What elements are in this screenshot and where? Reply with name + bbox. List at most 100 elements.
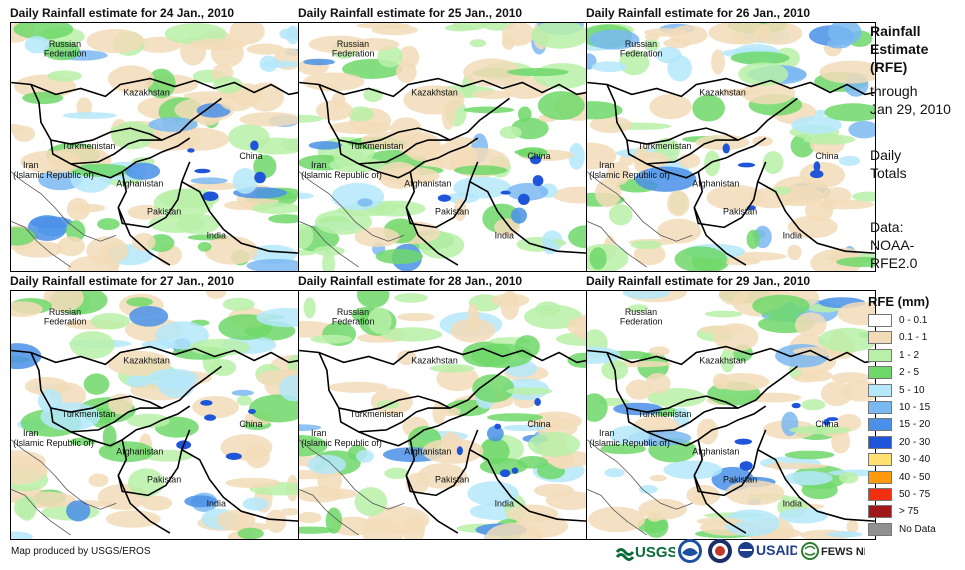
country-borders <box>587 345 875 536</box>
rain-area <box>328 381 388 393</box>
border-line <box>30 352 163 413</box>
rain-area <box>169 127 230 151</box>
border-line <box>469 449 587 522</box>
rain-area <box>216 509 256 531</box>
country-label-iran_1: Iran <box>311 160 326 170</box>
country-label-pakistan: Pakistan <box>147 206 181 216</box>
rain-area <box>125 162 161 180</box>
rain-area <box>147 68 176 99</box>
country-label-pakistan: Pakistan <box>435 474 469 484</box>
rain-area <box>268 214 299 224</box>
rain-area <box>24 377 69 396</box>
usgs-wordmark: USGS <box>635 544 675 561</box>
rain-area <box>711 49 725 75</box>
usaid-wordmark: USAID <box>756 542 797 558</box>
rain-area <box>485 522 543 539</box>
rain-area <box>356 291 390 308</box>
rfe-title-line: Rainfall <box>870 23 921 39</box>
rain-area <box>396 60 417 83</box>
legend-item: 20 - 30 <box>868 434 964 451</box>
rain-area <box>11 301 43 317</box>
rain-area <box>819 60 875 84</box>
fews-net-wordmark: FEWS NET <box>821 546 865 558</box>
rain-area <box>306 454 347 475</box>
rain-area <box>197 241 212 252</box>
rain-area <box>794 312 827 338</box>
rain-area <box>479 437 510 465</box>
legend-rows: 0 - 0.1 0.1 - 1 1 - 2 2 - 5 5 - 10 10 - 15 15 … <box>868 312 964 538</box>
rain-area-heavy <box>722 143 730 154</box>
legend-label: No Data <box>899 523 936 535</box>
rain-area <box>619 49 650 76</box>
rain-area <box>527 431 581 457</box>
rain-area <box>738 62 789 86</box>
rain-area <box>377 161 420 189</box>
legend-item: 5 - 10 <box>868 382 964 399</box>
rain-area <box>303 58 335 66</box>
rain-area <box>303 297 316 319</box>
legend-item: No Data <box>868 521 964 538</box>
country-borders <box>299 77 587 268</box>
rain-area-heavy <box>826 417 839 422</box>
border-line <box>693 475 747 534</box>
rain-area <box>638 498 688 520</box>
data-source-line: RFE2.0 <box>870 255 918 271</box>
border-line <box>405 429 479 497</box>
legend-label: > 75 <box>899 506 919 518</box>
rain-area <box>696 418 719 445</box>
border-line <box>587 77 875 98</box>
border-line <box>70 405 191 447</box>
rain-area <box>69 331 115 359</box>
rain-area <box>828 23 862 46</box>
rain-area <box>487 413 543 422</box>
border-line <box>405 475 459 534</box>
legend-item: 40 - 50 <box>868 469 964 486</box>
rain-area <box>649 94 692 120</box>
rain-area <box>655 46 682 64</box>
map-credit: Map produced by USGS/EROS <box>11 546 151 557</box>
rain-area <box>259 55 279 73</box>
rain-area <box>86 28 145 54</box>
border-line <box>693 429 767 497</box>
rain-area-heavy <box>248 408 256 415</box>
rain-area <box>279 28 299 40</box>
border-line <box>181 449 299 522</box>
country-label-pakistan: Pakistan <box>723 474 757 484</box>
rain-area <box>667 190 690 217</box>
rain-area <box>587 101 623 120</box>
legend-label: 50 - 75 <box>899 488 931 500</box>
rain-area <box>429 364 475 373</box>
rain-area <box>299 424 322 431</box>
country-label-turkmenistan: Turkmenistan <box>350 409 404 419</box>
border-line <box>757 449 875 522</box>
rain-area <box>568 225 587 249</box>
rain-area <box>836 414 862 432</box>
country-label-india: India <box>207 230 226 240</box>
rain-area <box>328 121 393 135</box>
rain-area <box>657 218 702 244</box>
rain-area <box>692 94 725 122</box>
rain-area <box>723 509 780 537</box>
rain-area <box>453 176 511 199</box>
rain-area <box>127 468 165 498</box>
rain-area <box>787 244 802 261</box>
rain-area-heavy <box>813 161 821 172</box>
rain-area <box>500 291 520 320</box>
rain-area <box>699 325 743 334</box>
border-line <box>318 84 451 145</box>
country-label-india: India <box>207 498 226 508</box>
rain-area <box>222 297 255 311</box>
border-line <box>606 352 739 413</box>
rain-area <box>454 165 508 176</box>
country-label-russia_1: Russian <box>625 307 657 317</box>
rain-area <box>789 425 851 435</box>
rain-area <box>348 106 374 122</box>
legend-label: 0 - 0.1 <box>899 315 928 326</box>
rain-area <box>62 112 117 119</box>
rain-area <box>824 103 875 122</box>
rain-area <box>129 305 169 327</box>
rain-area <box>746 229 760 249</box>
rain-area <box>205 291 227 299</box>
country-borders <box>299 345 587 536</box>
rain-area <box>377 45 403 68</box>
